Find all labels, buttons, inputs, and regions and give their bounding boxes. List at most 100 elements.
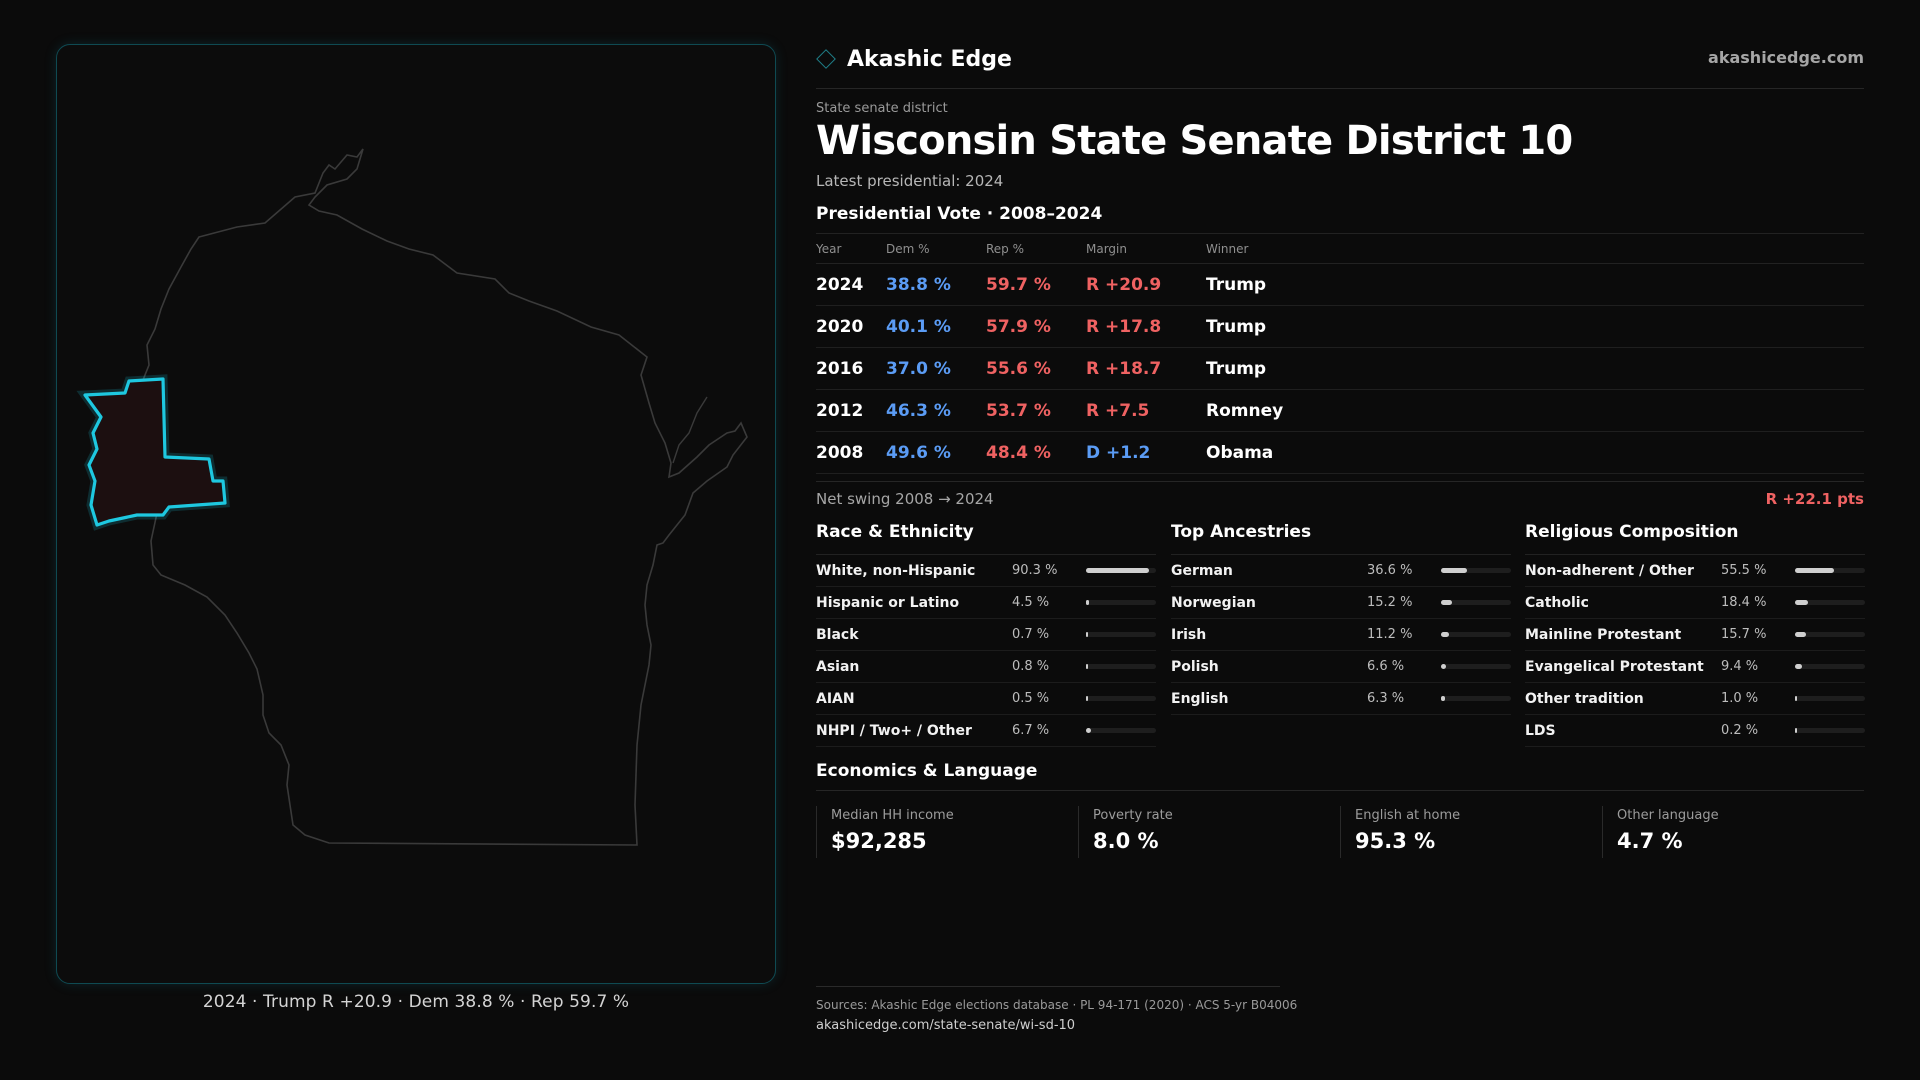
margin-cell: D +1.2 <box>1086 442 1151 463</box>
item-label: Asian <box>816 658 860 675</box>
item-label: Hispanic or Latino <box>816 594 960 611</box>
table-row[interactable]: 2016 37.0 % 55.6 % R +18.7 Trump <box>816 348 1864 390</box>
share-bar-fill <box>1795 728 1797 733</box>
list-item: White, non-Hispanic 90.3 % <box>816 555 1156 587</box>
stat-card: Other language 4.7 % <box>1602 806 1864 858</box>
dem-cell: 40.1 % <box>886 316 951 337</box>
dem-cell: 49.6 % <box>886 442 951 463</box>
economics-divider <box>816 790 1864 791</box>
brand[interactable]: Akashic Edge <box>816 44 1012 74</box>
rep-cell: 55.6 % <box>986 358 1051 379</box>
margin-cell: R +17.8 <box>1086 316 1162 337</box>
share-bar <box>1086 568 1156 573</box>
list-item: NHPI / Two+ / Other 6.7 % <box>816 715 1156 747</box>
rep-cell: 53.7 % <box>986 400 1051 421</box>
stat-value: 4.7 % <box>1617 829 1683 853</box>
footer-divider <box>816 986 1280 987</box>
wisconsin-map[interactable] <box>57 45 776 984</box>
item-label: NHPI / Two+ / Other <box>816 722 972 739</box>
door-peninsula <box>672 396 708 464</box>
item-value: 15.2 % <box>1367 595 1413 610</box>
item-value: 11.2 % <box>1367 627 1413 642</box>
share-bar-fill <box>1086 632 1088 637</box>
list-item: Mainline Protestant 15.7 % <box>1525 619 1865 651</box>
district-kicker: State senate district <box>816 101 948 116</box>
share-bar-fill <box>1441 568 1467 573</box>
winner-cell: Trump <box>1206 316 1267 337</box>
item-value: 18.4 % <box>1721 595 1767 610</box>
header-winner: Winner <box>1206 241 1249 256</box>
race-ethnicity-section: Race & Ethnicity White, non-Hispanic 90.3… <box>816 522 1156 747</box>
list-item: LDS 0.2 % <box>1525 715 1865 747</box>
list-item: Catholic 18.4 % <box>1525 587 1865 619</box>
stat-label: Poverty rate <box>1093 808 1173 823</box>
year-cell: 2008 <box>816 442 864 463</box>
header-rep: Rep % <box>986 241 1025 256</box>
net-swing: Net swing 2008 → 2024 R +22.1 pts <box>816 490 1864 508</box>
item-value: 6.6 % <box>1367 659 1405 674</box>
item-label: Other tradition <box>1525 690 1644 707</box>
list-item: AIAN 0.5 % <box>816 683 1156 715</box>
table-row[interactable]: 2020 40.1 % 57.9 % R +17.8 Trump <box>816 306 1864 348</box>
presidential-table: Year Dem % Rep % Margin Winner 2024 38.8 … <box>816 233 1864 474</box>
item-value: 4.5 % <box>1012 595 1050 610</box>
rep-cell: 59.7 % <box>986 274 1051 295</box>
ancestry-section-title: Top Ancestries <box>1171 522 1312 542</box>
item-value: 55.5 % <box>1721 563 1767 578</box>
latest-presidential: Latest presidential: 2024 <box>816 172 1004 190</box>
footer-url-link[interactable]: akashicedge.com/state-senate/wi-sd-10 <box>816 1018 1076 1033</box>
stat-value: 8.0 % <box>1093 829 1159 853</box>
share-bar-fill <box>1795 600 1808 605</box>
winner-cell: Romney <box>1206 400 1284 421</box>
year-cell: 2020 <box>816 316 864 337</box>
share-bar <box>1086 696 1156 701</box>
ancestry-section: Top Ancestries German 36.6 % Norwegian 15.2… <box>1171 522 1511 715</box>
brand-name: Akashic Edge <box>847 46 1012 72</box>
share-bar <box>1086 600 1156 605</box>
share-bar-fill <box>1441 600 1452 605</box>
item-label: Norwegian <box>1171 594 1256 611</box>
list-item: Non-adherent / Other 55.5 % <box>1525 555 1865 587</box>
item-label: Black <box>816 626 859 643</box>
year-cell: 2012 <box>816 400 864 421</box>
share-bar-fill <box>1795 696 1797 701</box>
header-margin: Margin <box>1086 241 1127 256</box>
item-label: White, non-Hispanic <box>816 562 976 579</box>
item-label: Evangelical Protestant <box>1525 658 1704 675</box>
table-body: 2024 38.8 % 59.7 % R +20.9 Trump 2020 40.1 % 57… <box>816 264 1864 474</box>
year-cell: 2016 <box>816 358 864 379</box>
stat-label: Median HH income <box>831 808 954 823</box>
site-url-link[interactable]: akashicedge.com <box>1708 48 1864 67</box>
list-item: Norwegian 15.2 % <box>1171 587 1511 619</box>
item-value: 6.3 % <box>1367 691 1405 706</box>
swing-value: R +22.1 pts <box>1765 490 1864 508</box>
item-value: 15.7 % <box>1721 627 1767 642</box>
item-value: 1.0 % <box>1721 691 1759 706</box>
item-label: LDS <box>1525 722 1556 739</box>
stat-label: English at home <box>1355 808 1461 823</box>
item-value: 36.6 % <box>1367 563 1413 578</box>
race-section-title: Race & Ethnicity <box>816 522 974 542</box>
presidential-section-title: Presidential Vote · 2008–2024 <box>816 204 1103 224</box>
table-row[interactable]: 2008 49.6 % 48.4 % D +1.2 Obama <box>816 432 1864 474</box>
stat-label: Other language <box>1617 808 1719 823</box>
item-label: Catholic <box>1525 594 1589 611</box>
list-item: English 6.3 % <box>1171 683 1511 715</box>
item-value: 0.8 % <box>1012 659 1050 674</box>
item-label: German <box>1171 562 1233 579</box>
table-row[interactable]: 2012 46.3 % 53.7 % R +7.5 Romney <box>816 390 1864 432</box>
map-caption: 2024 · Trump R +20.9 · Dem 38.8 % · Rep … <box>202 992 630 1012</box>
list-item: German 36.6 % <box>1171 555 1511 587</box>
district-highlight[interactable] <box>83 377 227 527</box>
item-value: 0.5 % <box>1012 691 1050 706</box>
map-panel[interactable] <box>56 44 776 984</box>
header-divider <box>816 88 1864 89</box>
share-bar-fill <box>1795 664 1802 669</box>
list-item: Asian 0.8 % <box>816 651 1156 683</box>
table-row[interactable]: 2024 38.8 % 59.7 % R +20.9 Trump <box>816 264 1864 306</box>
item-value: 9.4 % <box>1721 659 1759 674</box>
share-bar-fill <box>1086 664 1088 669</box>
share-bar-fill <box>1086 568 1150 573</box>
stat-card: Median HH income $92,285 <box>816 806 1078 858</box>
share-bar <box>1441 664 1511 669</box>
